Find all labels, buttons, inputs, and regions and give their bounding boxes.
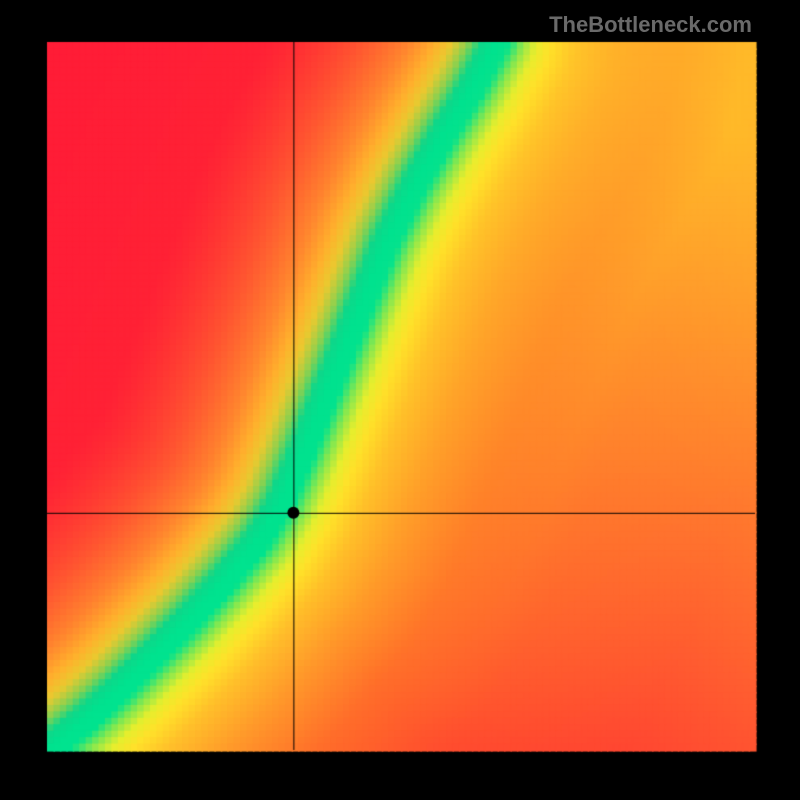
- bottleneck-heatmap: [0, 0, 800, 800]
- chart-container: TheBottleneck.com: [0, 0, 800, 800]
- watermark-text: TheBottleneck.com: [549, 12, 752, 38]
